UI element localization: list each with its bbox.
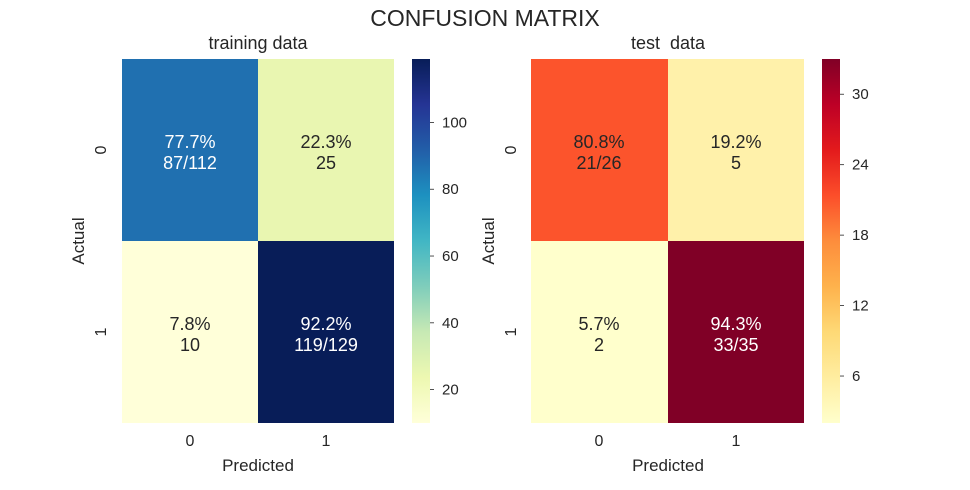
figure-suptitle: CONFUSION MATRIX — [370, 5, 600, 31]
cell-annotation: 92.2% 119/129 — [294, 314, 358, 355]
cell-annotation: 5.7% 2 — [578, 314, 619, 355]
colorbar-tick-label: 24 — [852, 157, 869, 174]
colorbar-tick-label: 100 — [442, 114, 467, 131]
y-tick-label: 1 — [93, 327, 110, 336]
heatmap-cell — [122, 241, 258, 423]
cell-annotation: 94.3% 33/35 — [710, 314, 761, 355]
cell-annotation-line: 80.8% — [573, 132, 624, 152]
x-axis-label: Predicted — [222, 456, 294, 475]
colorbar-tick-label: 20 — [442, 382, 459, 399]
panel-title: training data — [208, 33, 308, 53]
cell-annotation-line: 2 — [594, 335, 604, 355]
cell-annotation-line: 19.2% — [710, 132, 761, 152]
colorbar-tick-label: 40 — [442, 315, 459, 332]
x-tick-label: 1 — [322, 433, 331, 450]
cell-annotation-line: 94.3% — [710, 314, 761, 334]
colorbar — [412, 59, 430, 423]
colorbar-tick-label: 6 — [852, 368, 860, 385]
cell-annotation: 77.7% 87/112 — [163, 132, 217, 173]
heatmap-cell — [668, 59, 804, 241]
heatmap-cell — [258, 59, 394, 241]
cell-annotation-line: 21/26 — [576, 153, 621, 173]
cell-annotation-line: 5 — [731, 153, 741, 173]
colorbar-ticks: 6 12 18 24 30 — [840, 86, 869, 385]
cell-annotation-line: 5.7% — [578, 314, 619, 334]
panel-title: test data — [631, 33, 706, 53]
cell-annotation-line: 87/112 — [163, 153, 217, 173]
x-axis-label: Predicted — [632, 456, 704, 475]
cell-annotation-line: 33/35 — [713, 335, 758, 355]
cell-annotation-line: 25 — [316, 153, 336, 173]
x-tick-label: 1 — [732, 433, 741, 450]
heatmap-cell — [668, 241, 804, 423]
cell-annotation: 22.3% 25 — [300, 132, 351, 173]
heatmap-panel-training: training data 77.7% 87/112 22.3% 25 7.8% 10… — [69, 33, 467, 475]
x-tick-label: 0 — [186, 433, 195, 450]
cell-annotation: 7.8% 10 — [169, 314, 210, 355]
x-tick-label: 0 — [595, 433, 604, 450]
heatmap-panel-test: test data 80.8% 21/26 19.2% 5 5.7% 2 94.3% 3… — [479, 33, 869, 475]
cell-annotation-line: 119/129 — [294, 335, 358, 355]
colorbar-tick-label: 18 — [852, 227, 869, 244]
cell-annotation-line: 7.8% — [169, 314, 210, 334]
y-axis-label: Actual — [479, 217, 498, 264]
colorbar-tick-label: 30 — [852, 86, 869, 103]
colorbar — [822, 59, 840, 423]
cell-annotation: 19.2% 5 — [710, 132, 761, 173]
colorbar-tick-label: 12 — [852, 298, 869, 315]
heatmap-cell — [531, 59, 668, 241]
cell-annotation-line: 22.3% — [300, 132, 351, 152]
y-tick-label: 0 — [503, 145, 520, 154]
cell-annotation: 80.8% 21/26 — [573, 132, 624, 173]
colorbar-ticks: 20 40 60 80 100 — [430, 114, 467, 399]
cell-annotation-line: 10 — [180, 335, 200, 355]
y-axis-label: Actual — [69, 217, 88, 264]
y-tick-label: 1 — [503, 327, 520, 336]
colorbar-tick-label: 80 — [442, 181, 459, 198]
cell-annotation-line: 92.2% — [300, 314, 351, 334]
heatmap-cell — [531, 241, 668, 423]
cell-annotation-line: 77.7% — [164, 132, 215, 152]
heatmap-cell — [258, 241, 394, 423]
y-tick-label: 0 — [93, 145, 110, 154]
heatmap-cell — [122, 59, 258, 241]
colorbar-tick-label: 60 — [442, 248, 459, 265]
